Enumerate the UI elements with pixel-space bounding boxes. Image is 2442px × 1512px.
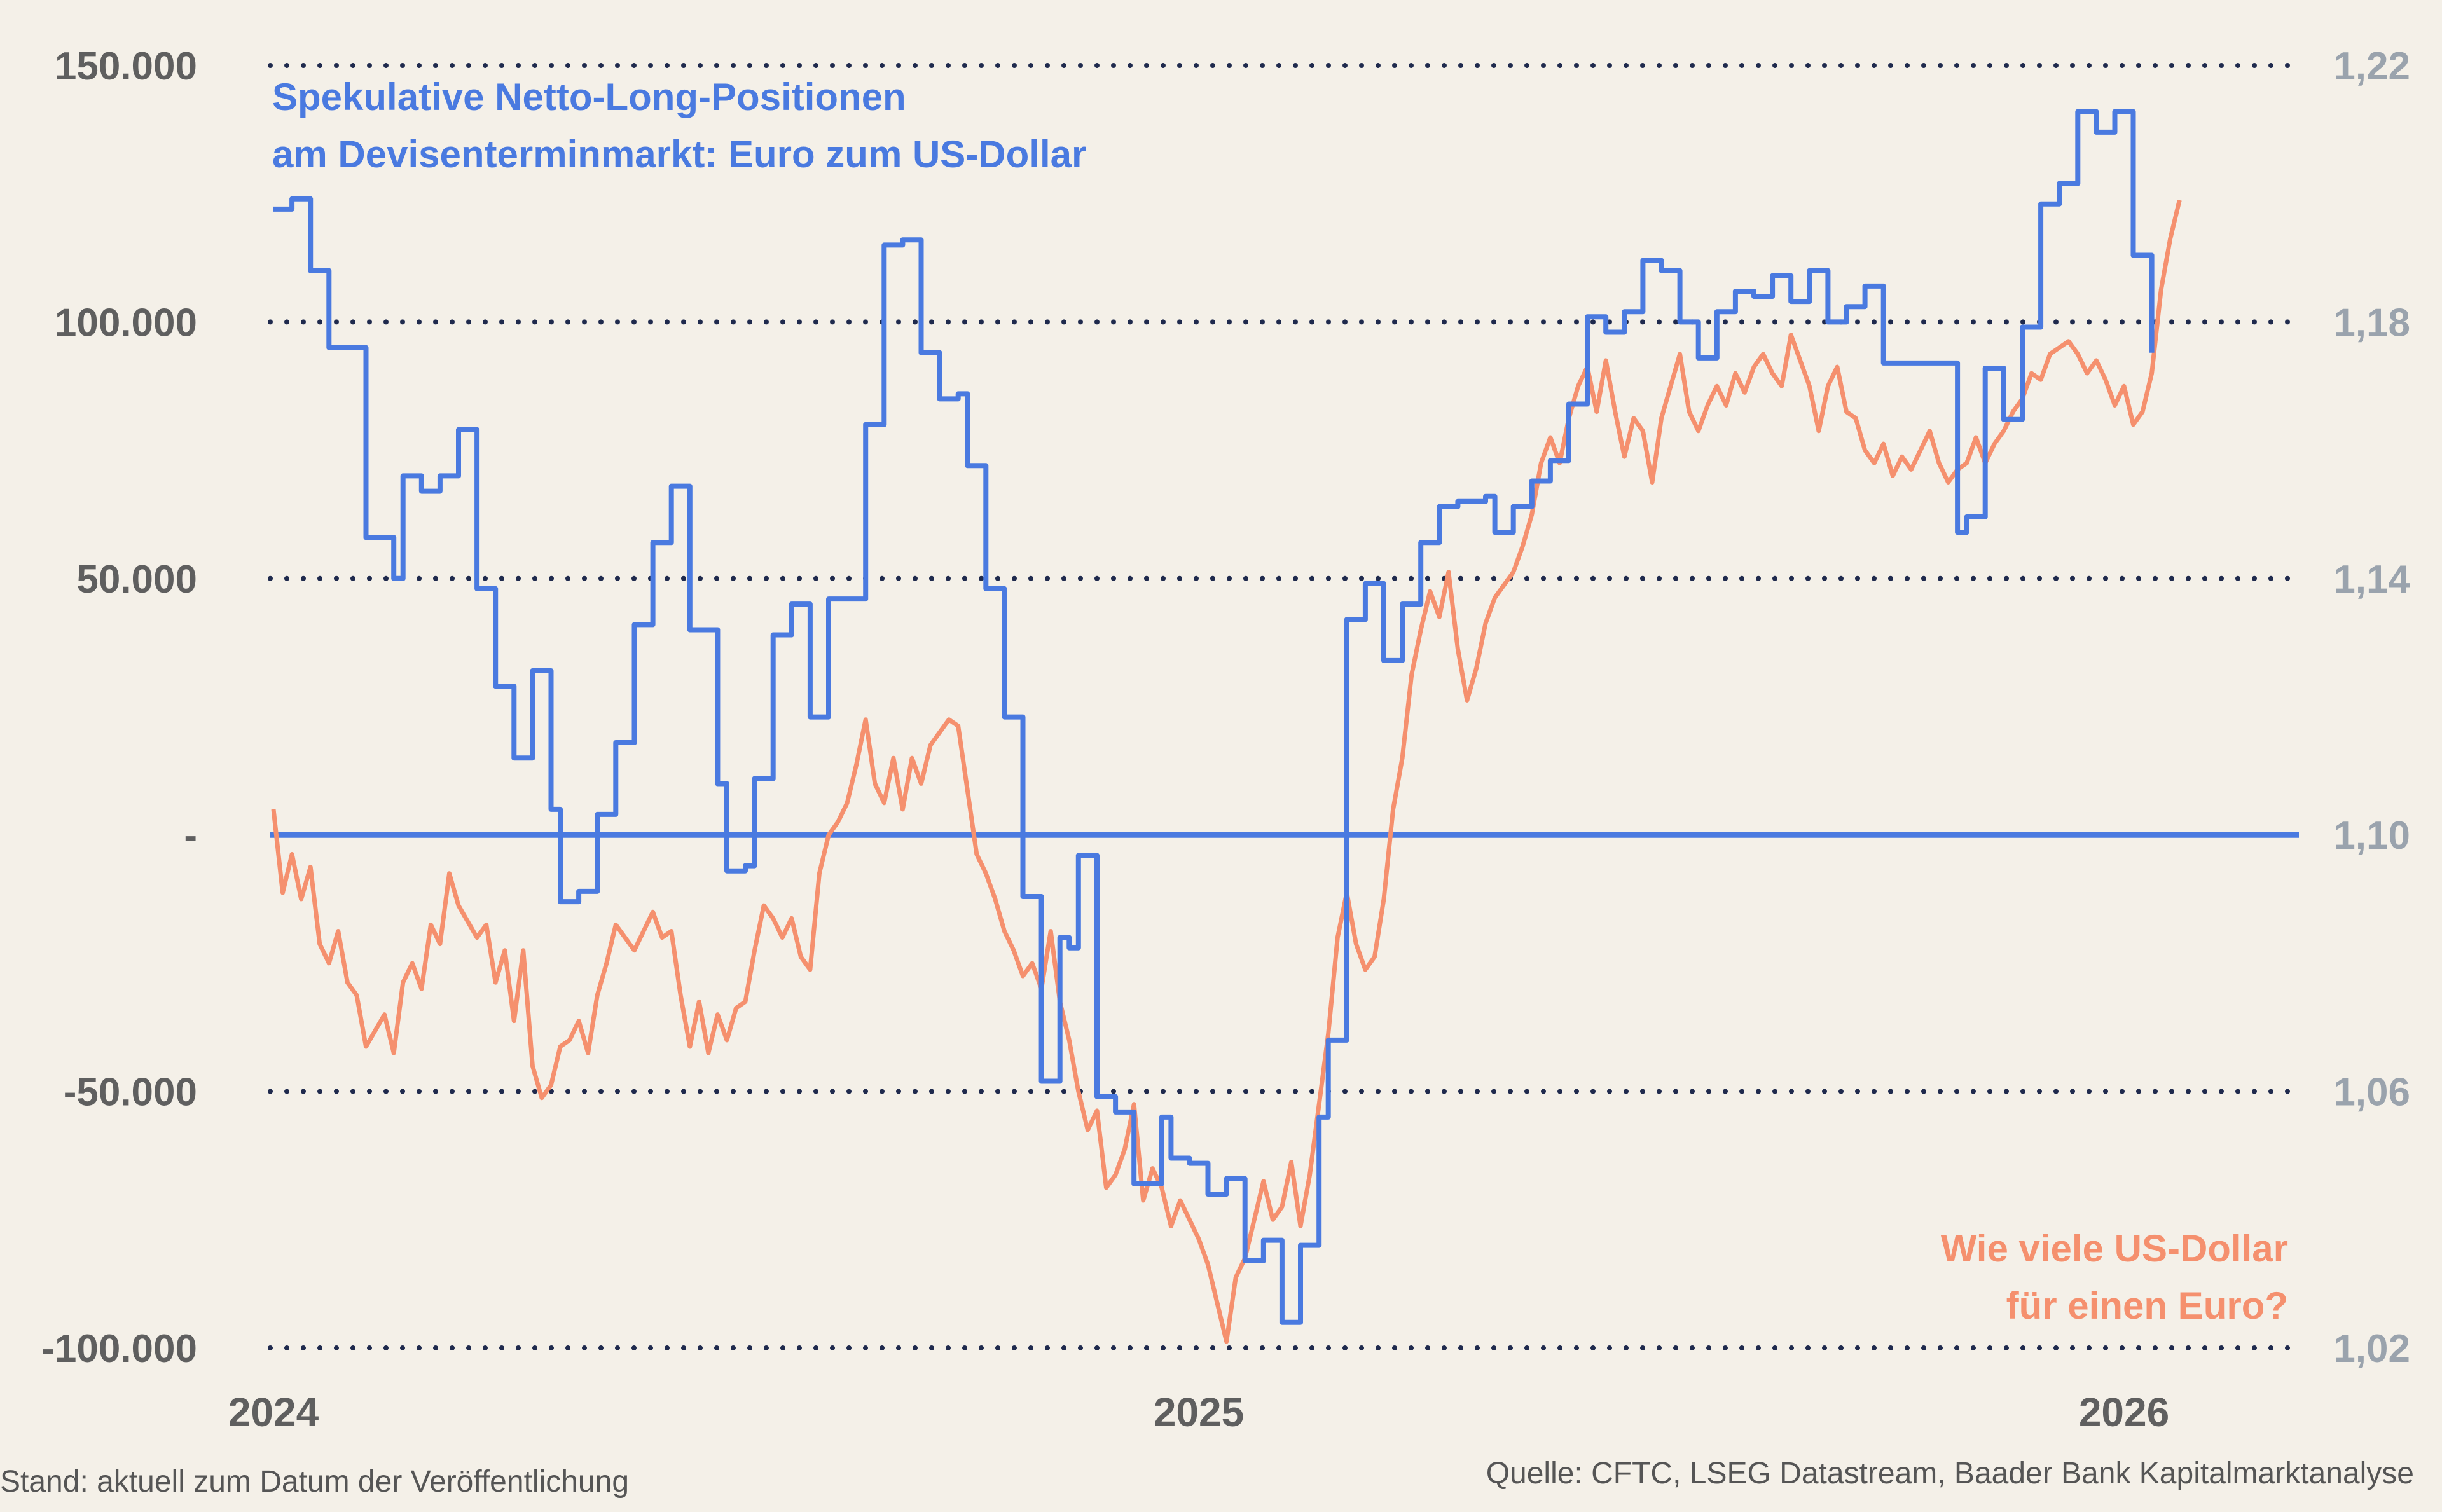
left-axis-tick-label: -50.000	[64, 1071, 197, 1115]
eurusd-series-line	[271, 199, 2182, 1344]
right-axis-tick-label: 1,02	[2333, 1327, 2410, 1371]
right-axis-tick-label: 1,22	[2333, 45, 2410, 88]
chart-title-line-2: am Devisenterminmarkt: Euro zum US-Dolla…	[272, 133, 1086, 175]
right-axis-tick-label: 1,14	[2333, 558, 2410, 601]
footnote-source: Quelle: CFTC, LSEG Datastream, Baader Ba…	[1486, 1457, 2414, 1490]
x-axis-ticks: 2024 2025 2026	[228, 1389, 2169, 1435]
positions-series-line	[273, 109, 2155, 1325]
left-axis-tick-label: 150.000	[55, 45, 197, 88]
left-axis-tick-label: -100.000	[41, 1327, 197, 1371]
secondary-title-line-2: für einen Euro?	[2006, 1284, 2288, 1327]
right-axis-tick-label: 1,18	[2333, 301, 2410, 345]
right-axis-ticks: 1,22 1,18 1,14 1,10 1,06 1,02	[2333, 45, 2410, 1371]
left-axis-tick-label: 50.000	[76, 558, 197, 601]
left-axis-tick-label: 100.000	[55, 301, 197, 345]
series-layer	[271, 109, 2182, 1344]
left-axis-ticks: 150.000 100.000 50.000 - -50.000 -100.000	[41, 45, 197, 1371]
footnote-stand: Stand: aktuell zum Datum der Veröffentli…	[0, 1465, 629, 1499]
chart-title-line-1: Spekulative Netto-Long-Positionen	[272, 76, 906, 118]
x-axis-tick-label: 2025	[1154, 1389, 1244, 1435]
grid-lines	[268, 63, 2301, 1350]
left-axis-tick-label: -	[184, 814, 197, 858]
right-axis-tick-label: 1,10	[2333, 814, 2410, 858]
x-axis-tick-label: 2026	[2079, 1389, 2169, 1435]
secondary-title-line-1: Wie viele US-Dollar	[1941, 1227, 2288, 1270]
right-axis-tick-label: 1,06	[2333, 1071, 2410, 1115]
x-axis-tick-label: 2024	[228, 1389, 319, 1435]
